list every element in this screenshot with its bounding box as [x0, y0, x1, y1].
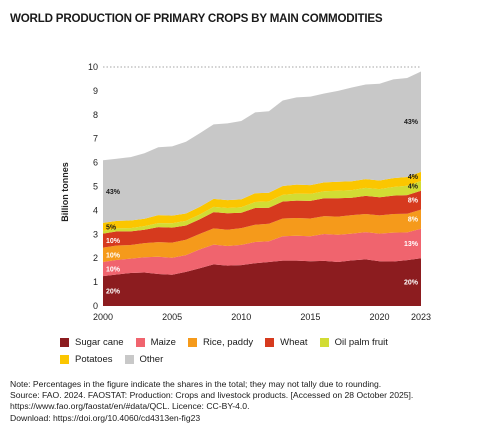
area-sugar-cane [103, 258, 421, 306]
percentage-label: 43% [404, 119, 419, 126]
stacked-area-chart: 0 1 2 3 4 5 6 7 8 9 10 2000 2005 2010 2015 2020 2023 20… [60, 62, 431, 322]
legend-item: Potatoes [60, 354, 113, 365]
y-tick-label: 4 [93, 205, 98, 215]
legend-swatch [265, 338, 275, 347]
area-maize [103, 228, 421, 277]
y-tick-label: 10 [88, 62, 98, 72]
legend-swatch [60, 355, 69, 364]
legend-item: Other [124, 354, 164, 365]
legend-swatch [60, 338, 69, 347]
legend-label: Maize [150, 337, 176, 348]
percentage-label: 8% [408, 198, 419, 205]
x-tick-label: 2015 [300, 312, 320, 322]
legend-item: Wheat [265, 337, 308, 348]
area-rice-paddy [103, 209, 421, 263]
percentage-label: 8% [408, 217, 419, 224]
x-tick-label: 2020 [370, 312, 390, 322]
legend-label: Wheat [280, 337, 308, 348]
legend-item: Oil palm fruit [319, 337, 388, 348]
legend-swatch [124, 355, 134, 364]
percentage-label: 10% [106, 252, 121, 259]
percentage-label: 20% [404, 280, 419, 287]
legend: Sugar cane Maize Rice, paddy Wheat Oil palm … [60, 337, 400, 371]
percentage-label: 10% [106, 238, 121, 245]
legend-swatch [187, 338, 197, 347]
legend-label: Potatoes [75, 354, 113, 365]
area-potatoes [103, 171, 421, 231]
percentage-label: 5% [106, 224, 117, 231]
area-oil-palm-fruit [103, 181, 421, 234]
y-axis-label: Billion tonnes [60, 162, 70, 222]
x-tick-label: 2010 [231, 312, 251, 322]
legend-label: Other [139, 354, 164, 365]
area-wheat [103, 190, 421, 248]
legend-label: Rice, paddy [202, 337, 254, 348]
y-tick-label: 9 [93, 86, 98, 96]
percentage-label: 43% [106, 189, 121, 196]
y-tick-label: 0 [93, 301, 98, 311]
chart-title: WORLD PRODUCTION OF PRIMARY CROPS BY MAI… [10, 12, 383, 25]
source-line: Source: FAO. 2024. FAOSTAT: Production: … [10, 390, 414, 401]
y-tick-label: 1 [93, 277, 98, 287]
percentage-label: 20% [106, 289, 121, 296]
url-line: https://www.fao.org/faostat/en/#data/QCL… [10, 401, 250, 412]
percentage-label: 13% [404, 241, 419, 248]
percentage-label: 4% [408, 183, 419, 190]
chart-note: Note: Percentages in the figure indicate… [10, 379, 495, 424]
y-tick-label: 6 [93, 158, 98, 168]
note-line: Note: Percentages in the figure indicate… [10, 379, 382, 389]
area-layer [103, 71, 421, 306]
x-tick-label: 2005 [162, 312, 182, 322]
y-tick-label: 7 [93, 134, 98, 144]
x-tick-labels: 2000 2005 2010 2015 2020 2023 [93, 312, 431, 322]
y-tick-label: 8 [93, 110, 98, 120]
legend-swatch [135, 338, 145, 347]
legend-label: Oil palm fruit [334, 337, 388, 348]
y-tick-label: 5 [93, 182, 98, 192]
download-line: Download: https://doi.org/10.4060/cd4313… [10, 412, 201, 423]
legend-swatch [319, 338, 329, 347]
y-tick-label: 2 [93, 253, 98, 263]
legend-item: Sugar cane [60, 337, 124, 348]
legend-item: Maize [135, 337, 176, 348]
percentage-label: 10% [106, 267, 121, 274]
x-tick-label: 2023 [411, 312, 431, 322]
percentage-labels: 20% 10% 10% 10% 5% 43% 20% 13% 8% 8% 4% 4% 43% [106, 119, 419, 295]
y-tick-label: 3 [93, 229, 98, 239]
area-other [103, 71, 421, 223]
percentage-label: 4% [408, 174, 419, 181]
y-tick-labels: 0 1 2 3 4 5 6 7 8 9 10 [88, 62, 98, 311]
x-tick-label: 2000 [93, 312, 113, 322]
legend-item: Rice, paddy [187, 337, 254, 348]
legend-label: Sugar cane [75, 337, 124, 348]
